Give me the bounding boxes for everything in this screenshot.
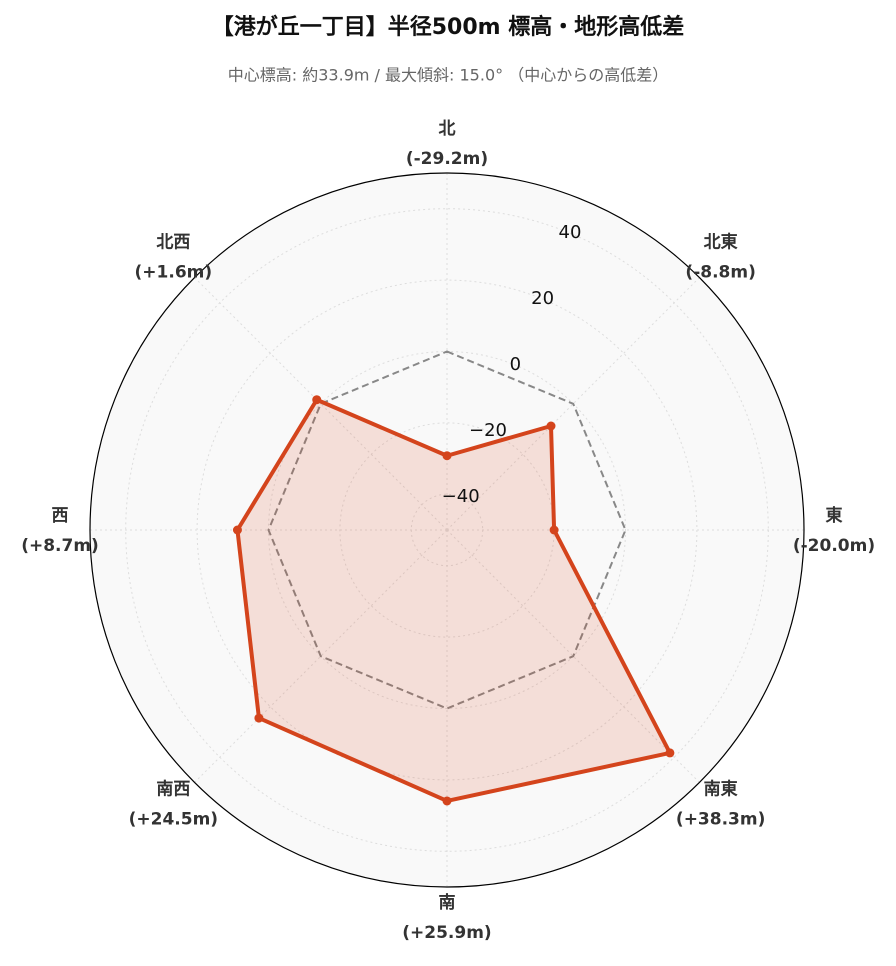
category-label: 南東 (704, 779, 738, 800)
r-tick-label: −40 (442, 486, 480, 507)
r-tick-label: 20 (531, 288, 554, 309)
chart-title: 【港が丘一丁目】半径500m 標高・地形高低差 (212, 14, 685, 40)
category-label: 北西 (156, 232, 190, 252)
value-label: (-20.0m) (793, 536, 875, 556)
radar-point (546, 421, 556, 431)
category-label: 東 (826, 505, 843, 526)
category-label: 北 (439, 119, 456, 139)
value-label: (+25.9m) (402, 923, 491, 943)
radar-point (232, 525, 242, 535)
category-label: 南 (439, 892, 456, 913)
radar-point (665, 748, 675, 758)
chart-subtitle: 中心標高: 約33.9m / 最大傾斜: 15.0° （中心からの高低差） (228, 66, 668, 85)
plot-border (89, 172, 805, 888)
value-label: (+24.5m) (129, 810, 218, 830)
category-label: 南西 (156, 779, 190, 800)
r-tick-label: 40 (559, 222, 582, 243)
value-label: (+1.6m) (135, 262, 213, 282)
value-label: (-29.2m) (406, 149, 488, 169)
grid-circle (196, 279, 698, 781)
radar-point (442, 796, 452, 806)
radar-point (254, 713, 264, 723)
r-tick-label: −20 (469, 420, 507, 441)
zero-line (267, 350, 627, 710)
value-label: (+8.7m) (21, 536, 99, 556)
value-label: (-8.8m) (685, 262, 755, 282)
r-tick-label: 0 (510, 354, 521, 375)
radar-point (312, 395, 322, 405)
radar-point (442, 451, 452, 461)
radar-point (549, 525, 559, 535)
category-label: 西 (52, 506, 69, 526)
category-label: 北東 (704, 231, 738, 252)
value-label: (+38.3m) (676, 810, 765, 830)
